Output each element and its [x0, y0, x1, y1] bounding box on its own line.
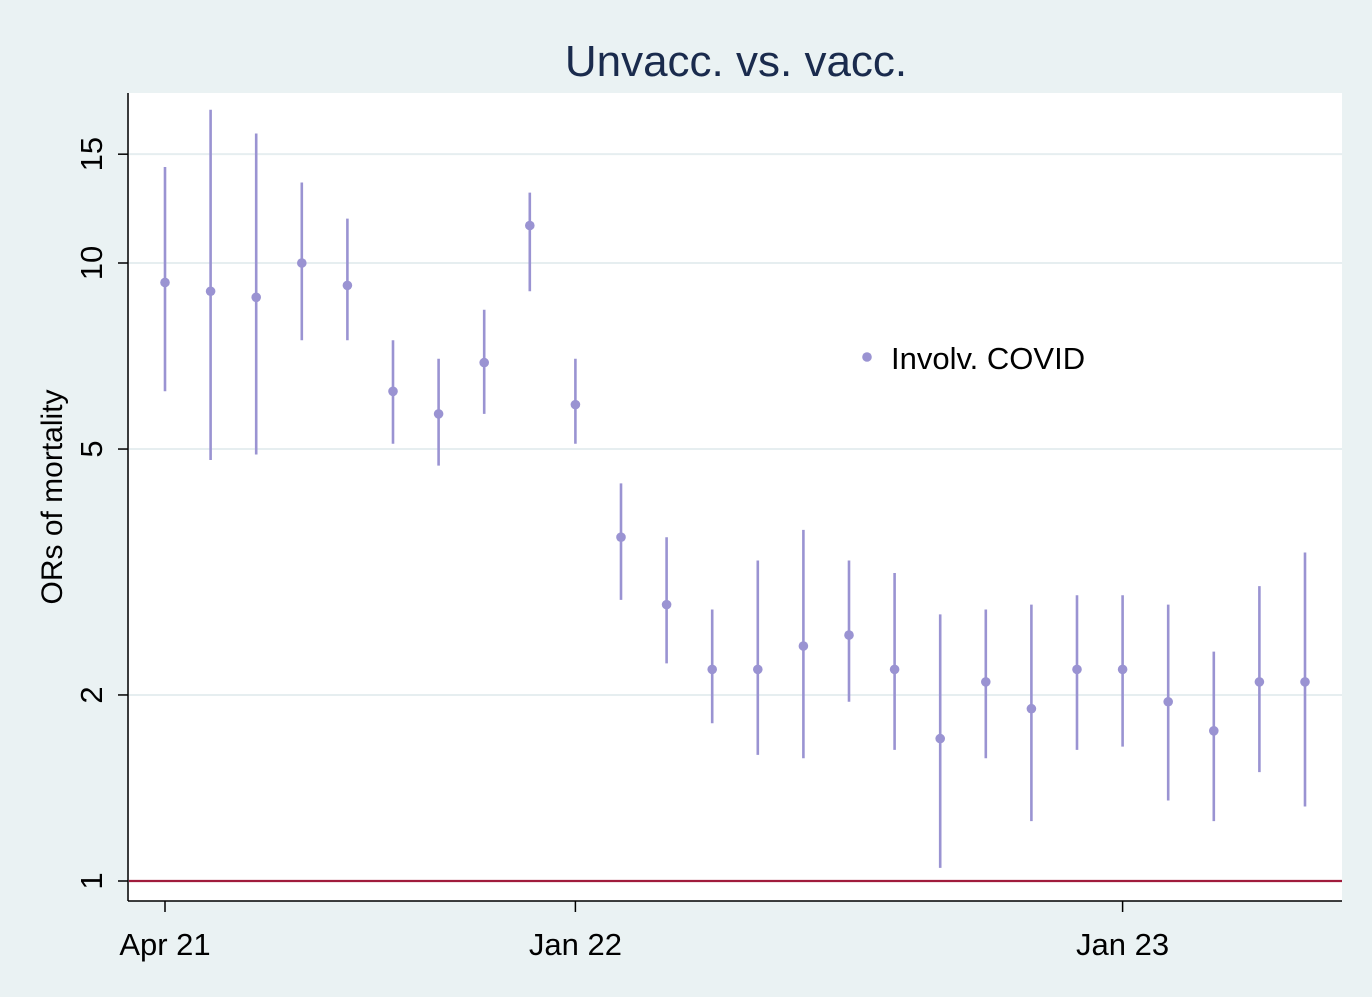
x-axis-ticks: Apr 21 Jan 22 Jan 23 — [119, 901, 1169, 962]
point-2022-11 — [1026, 703, 1037, 714]
grid-layer — [129, 153, 1342, 696]
y-tick-label: 10 — [74, 246, 109, 280]
point-2023-05 — [1300, 677, 1310, 687]
point-2021-10 — [433, 409, 444, 419]
x-tick-label: Apr 21 — [119, 927, 210, 962]
point-2023-02 — [1163, 696, 1173, 707]
y-axis-ticks: 1 2 5 10 15 — [74, 137, 128, 890]
point-2022-03 — [661, 599, 672, 610]
point-2023-01 — [1117, 664, 1128, 675]
chart-title: Unvacc. vs. vacc. — [565, 37, 907, 86]
point-2022-04 — [707, 664, 717, 675]
point-2021-04 — [160, 277, 170, 288]
legend-marker — [862, 352, 872, 362]
point-2021-11 — [479, 357, 490, 368]
point-2022-06 — [798, 641, 809, 651]
series-involv-covid — [160, 109, 1310, 868]
y-tick-label: 5 — [74, 440, 109, 457]
x-tick-label: Jan 23 — [1076, 927, 1169, 962]
point-2022-12 — [1072, 664, 1082, 675]
point-2022-07 — [844, 630, 854, 640]
legend: Involv. COVID — [862, 341, 1085, 376]
point-2023-03 — [1209, 726, 1219, 736]
point-2023-04 — [1254, 677, 1265, 687]
point-2022-05 — [753, 664, 763, 675]
point-2021-12 — [525, 220, 535, 231]
point-2021-09 — [388, 386, 398, 397]
point-2021-05 — [205, 286, 216, 297]
legend-label: Involv. COVID — [891, 341, 1085, 376]
y-tick-label: 1 — [74, 872, 109, 889]
x-tick-label: Jan 22 — [529, 927, 622, 962]
point-2021-07 — [297, 258, 307, 268]
y-tick-label: 15 — [74, 137, 109, 171]
plot-area — [129, 93, 1342, 901]
point-2022-08 — [889, 664, 900, 675]
point-2022-01 — [570, 399, 581, 410]
point-2021-06 — [251, 292, 261, 303]
y-tick-label: 2 — [74, 686, 109, 703]
y-axis-title: ORs of mortality — [36, 389, 69, 604]
point-2022-09 — [935, 733, 945, 744]
point-2021-08 — [342, 280, 353, 291]
point-2022-02 — [616, 532, 626, 543]
point-2022-10 — [981, 677, 991, 687]
